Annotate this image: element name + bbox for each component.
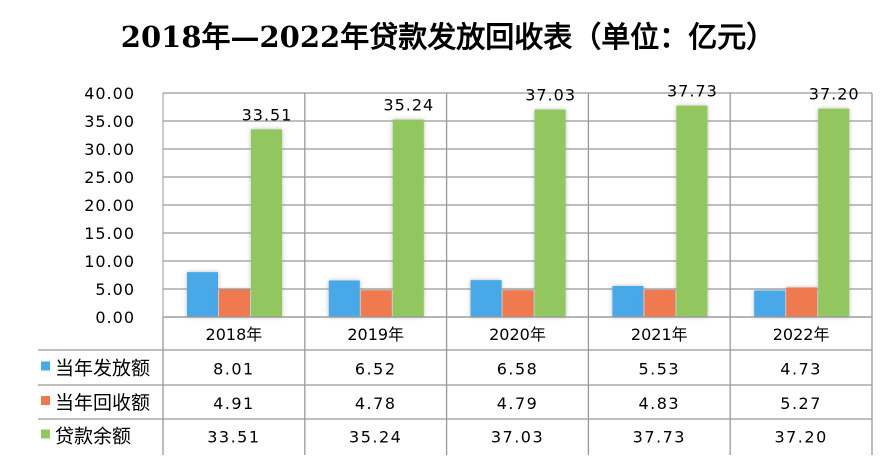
y-tick-label: 10.00 [84, 252, 135, 271]
bar-issued [754, 290, 786, 317]
table-cell: 37.73 [633, 428, 686, 447]
bar-balance [392, 119, 424, 317]
data-label: 35.24 [383, 96, 434, 115]
x-category-label: 2022年 [773, 325, 830, 344]
y-tick-label: 25.00 [84, 168, 135, 187]
bar-issued [612, 286, 644, 317]
bar-recovered [360, 290, 392, 317]
data-label: 33.51 [242, 105, 293, 124]
table-cell: 4.83 [638, 394, 680, 413]
x-category-label: 2021年 [631, 325, 688, 344]
table-cell: 37.03 [491, 428, 544, 447]
table-cell: 4.91 [213, 394, 255, 413]
legend-label: 贷款余额 [55, 426, 131, 448]
legend-key-2 [41, 429, 50, 439]
y-tick-label: 30.00 [84, 140, 135, 159]
table-cell: 6.52 [355, 360, 397, 379]
y-tick-label: 15.00 [84, 224, 135, 243]
bar-recovered [644, 289, 676, 317]
table-cell: 4.79 [497, 394, 539, 413]
legend-key-0 [41, 361, 50, 371]
bar-balance [818, 108, 850, 318]
data-label: 37.20 [809, 85, 860, 104]
x-category-label: 2020年 [489, 325, 546, 344]
bar-balance [251, 129, 282, 317]
x-category-label: 2018年 [206, 325, 263, 344]
y-tick-label: 5.00 [95, 280, 135, 299]
y-tick-label: 35.00 [84, 112, 135, 131]
table-cell: 4.78 [355, 394, 397, 413]
table-cell: 5.53 [638, 360, 680, 379]
legend-label: 当年发放额 [55, 358, 150, 380]
legend-label: 当年回收额 [55, 392, 150, 414]
table-cell: 5.27 [780, 394, 822, 413]
bar-recovered [219, 289, 250, 317]
table-cell: 37.20 [774, 428, 827, 447]
y-tick-label: 20.00 [84, 196, 135, 215]
data-label: 37.03 [525, 86, 576, 105]
table-cell: 35.24 [349, 428, 402, 447]
bar-issued [328, 280, 360, 317]
table-cell: 4.73 [780, 360, 822, 379]
chart-title: 2018年—2022年贷款发放回收表（单位：亿元） [120, 20, 776, 54]
table-cell: 33.51 [207, 428, 260, 447]
bar-recovered [502, 290, 534, 317]
y-tick-label: 0.00 [95, 308, 135, 327]
table-cell: 6.58 [497, 360, 539, 379]
legend-key-1 [41, 396, 50, 405]
bar-balance [676, 105, 708, 317]
y-tick-label: 40.00 [84, 84, 135, 103]
data-label: 37.73 [667, 82, 718, 101]
bar-recovered [786, 287, 818, 317]
table-cell: 8.01 [213, 360, 255, 379]
bar-balance [534, 109, 566, 318]
bar-issued [470, 280, 502, 317]
bar-issued [187, 272, 218, 317]
x-category-label: 2019年 [347, 325, 404, 344]
